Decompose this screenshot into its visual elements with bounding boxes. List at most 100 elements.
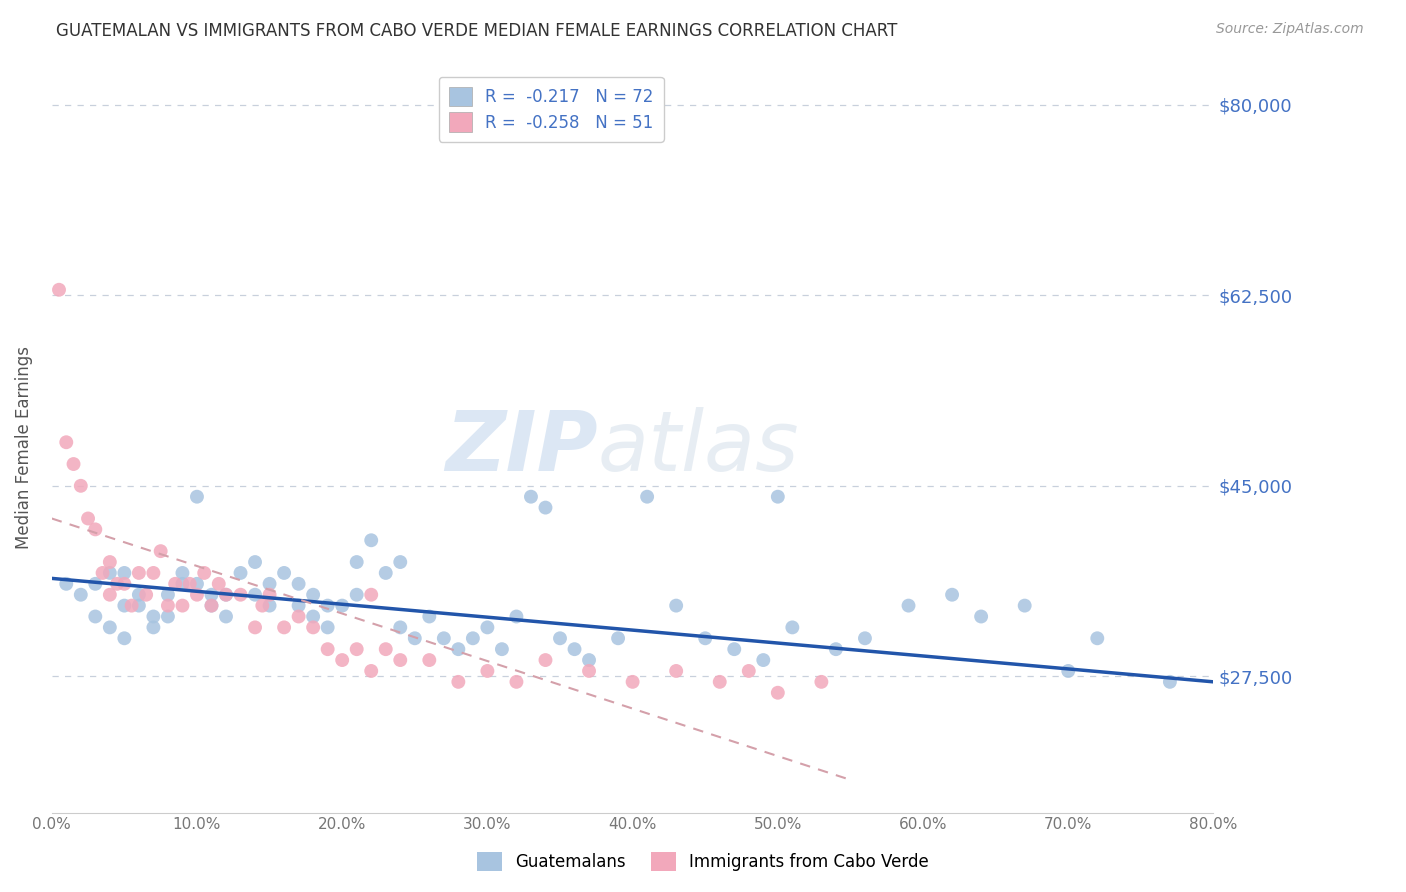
Point — [186, 490, 208, 504]
Point — [172, 599, 194, 613]
Point — [142, 566, 165, 580]
Point — [548, 632, 571, 646]
Point — [433, 632, 456, 646]
Point — [330, 653, 353, 667]
Point — [505, 609, 527, 624]
Point — [69, 479, 91, 493]
Point — [98, 588, 121, 602]
Point — [98, 620, 121, 634]
Point — [418, 609, 440, 624]
Point — [172, 566, 194, 580]
Point — [243, 588, 266, 602]
Point — [215, 609, 238, 624]
Point — [142, 620, 165, 634]
Point — [98, 566, 121, 580]
Point — [418, 653, 440, 667]
Point — [709, 674, 731, 689]
Point — [491, 642, 513, 657]
Point — [897, 599, 920, 613]
Point — [810, 674, 832, 689]
Point — [91, 566, 114, 580]
Point — [360, 588, 382, 602]
Text: Source: ZipAtlas.com: Source: ZipAtlas.com — [1216, 22, 1364, 37]
Point — [69, 588, 91, 602]
Point — [215, 588, 238, 602]
Point — [316, 642, 339, 657]
Point — [766, 686, 789, 700]
Point — [84, 577, 107, 591]
Point — [404, 632, 426, 646]
Point — [752, 653, 775, 667]
Point — [302, 588, 325, 602]
Point — [186, 588, 208, 602]
Point — [389, 653, 412, 667]
Point — [84, 522, 107, 536]
Point — [149, 544, 172, 558]
Point — [636, 490, 658, 504]
Point — [607, 632, 630, 646]
Point — [621, 674, 644, 689]
Point — [374, 566, 396, 580]
Point — [156, 599, 179, 613]
Point — [316, 599, 339, 613]
Point — [505, 674, 527, 689]
Point — [252, 599, 274, 613]
Text: GUATEMALAN VS IMMIGRANTS FROM CABO VERDE MEDIAN FEMALE EARNINGS CORRELATION CHAR: GUATEMALAN VS IMMIGRANTS FROM CABO VERDE… — [56, 22, 897, 40]
Point — [853, 632, 876, 646]
Point — [287, 599, 309, 613]
Y-axis label: Median Female Earnings: Median Female Earnings — [15, 346, 32, 549]
Point — [374, 642, 396, 657]
Legend: Guatemalans, Immigrants from Cabo Verde: Guatemalans, Immigrants from Cabo Verde — [468, 843, 938, 880]
Point — [112, 599, 135, 613]
Text: ZIP: ZIP — [446, 407, 598, 488]
Point — [135, 588, 157, 602]
Point — [1057, 664, 1080, 678]
Point — [200, 599, 222, 613]
Point — [564, 642, 586, 657]
Point — [243, 555, 266, 569]
Point — [128, 566, 150, 580]
Point — [447, 674, 470, 689]
Point — [665, 664, 688, 678]
Point — [346, 588, 368, 602]
Text: atlas: atlas — [598, 407, 800, 488]
Point — [259, 599, 281, 613]
Point — [723, 642, 745, 657]
Point — [62, 457, 84, 471]
Legend: R =  -0.217   N = 72, R =  -0.258   N = 51: R = -0.217 N = 72, R = -0.258 N = 51 — [439, 77, 664, 142]
Point — [1159, 674, 1181, 689]
Point — [1085, 632, 1108, 646]
Point — [766, 490, 789, 504]
Point — [112, 566, 135, 580]
Point — [447, 642, 470, 657]
Point — [55, 577, 77, 591]
Point — [84, 609, 107, 624]
Point — [360, 533, 382, 548]
Point — [695, 632, 717, 646]
Point — [287, 609, 309, 624]
Point — [738, 664, 761, 678]
Point — [48, 283, 70, 297]
Point — [302, 609, 325, 624]
Point — [316, 620, 339, 634]
Point — [578, 664, 600, 678]
Point — [259, 577, 281, 591]
Point — [112, 577, 135, 591]
Point — [121, 599, 143, 613]
Point — [193, 566, 215, 580]
Point — [229, 566, 252, 580]
Point — [156, 609, 179, 624]
Point — [782, 620, 804, 634]
Point — [208, 577, 231, 591]
Point — [165, 577, 187, 591]
Point — [273, 566, 295, 580]
Point — [142, 609, 165, 624]
Point — [128, 588, 150, 602]
Point — [970, 609, 993, 624]
Point — [200, 588, 222, 602]
Point — [172, 577, 194, 591]
Point — [578, 653, 600, 667]
Point — [112, 632, 135, 646]
Point — [287, 577, 309, 591]
Point — [98, 555, 121, 569]
